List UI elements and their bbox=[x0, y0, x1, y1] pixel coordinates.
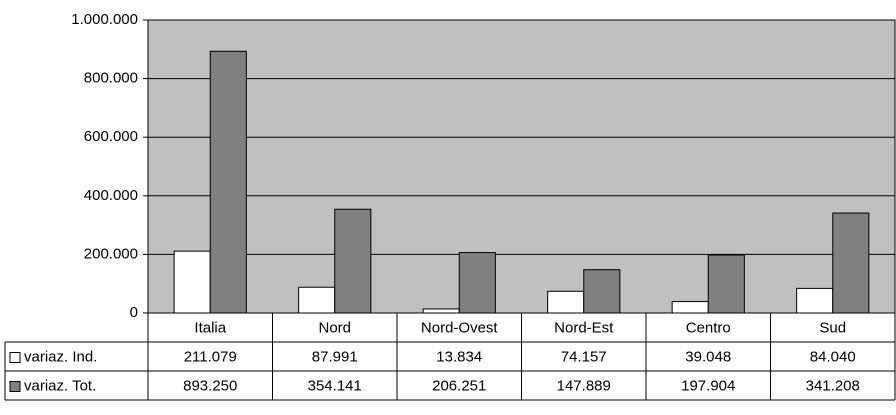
data-table-value: 341.208 bbox=[806, 377, 860, 394]
y-tick-label: 1.000.000 bbox=[71, 11, 138, 28]
bar bbox=[334, 208, 372, 314]
bar bbox=[209, 50, 247, 314]
bar bbox=[422, 308, 460, 314]
x-tick-label: Sud bbox=[819, 319, 846, 336]
plot-area bbox=[147, 19, 896, 314]
x-tick-label: Centro bbox=[686, 319, 731, 336]
bar bbox=[173, 250, 211, 314]
y-tick-label: 800.000 bbox=[84, 70, 138, 87]
bar bbox=[671, 301, 709, 314]
legend-label: variaz. Ind. bbox=[24, 348, 97, 365]
bar bbox=[707, 254, 745, 314]
data-table-value: 197.904 bbox=[681, 377, 735, 394]
y-tick-label: 400.000 bbox=[84, 187, 138, 204]
y-tick-label: 0 bbox=[130, 304, 138, 321]
data-table-value: 893.250 bbox=[183, 377, 237, 394]
x-tick-label: Nord bbox=[318, 319, 351, 336]
data-table-value: 74.157 bbox=[561, 348, 607, 365]
data-table-value: 84.040 bbox=[810, 348, 856, 365]
bar bbox=[796, 287, 834, 314]
data-table-value: 211.079 bbox=[184, 348, 237, 365]
y-tick-label: 200.000 bbox=[84, 245, 138, 262]
data-table-value: 87.991 bbox=[312, 348, 358, 365]
bar bbox=[832, 212, 870, 314]
legend-swatch bbox=[9, 352, 21, 363]
legend-swatch bbox=[9, 381, 21, 392]
legend-label: variaz. Tot. bbox=[24, 377, 96, 394]
x-tick-label: Nord-Est bbox=[554, 319, 614, 336]
bar bbox=[298, 286, 336, 314]
data-table-value: 354.141 bbox=[308, 377, 362, 394]
bar bbox=[583, 269, 621, 314]
bar bbox=[547, 290, 585, 314]
x-tick-label: Nord-Ovest bbox=[421, 319, 499, 336]
data-table-value: 13.834 bbox=[436, 348, 482, 365]
data-table-value: 39.048 bbox=[685, 348, 731, 365]
data-table-value: 147.889 bbox=[557, 377, 611, 394]
y-tick-label: 600.000 bbox=[84, 128, 138, 145]
x-tick-label: Italia bbox=[194, 319, 226, 336]
bar bbox=[458, 252, 496, 314]
data-table-value: 206.251 bbox=[432, 377, 486, 394]
